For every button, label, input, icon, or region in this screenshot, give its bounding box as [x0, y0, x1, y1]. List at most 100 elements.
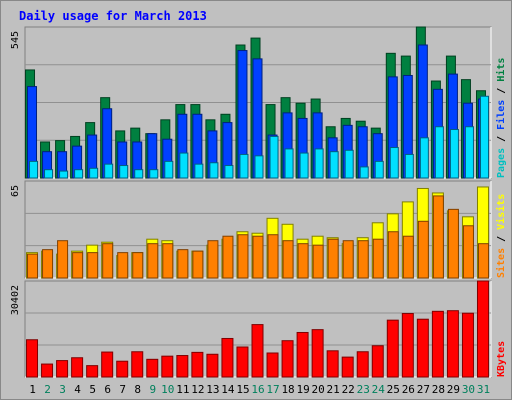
- kbytes-bar: [131, 351, 144, 378]
- pages-bar: [479, 95, 489, 179]
- kbytes-bar: [161, 355, 174, 378]
- pages-bar: [209, 162, 219, 179]
- x-tick-label: 3: [59, 383, 66, 396]
- pages-bar: [389, 147, 399, 179]
- pages-bar: [239, 153, 249, 179]
- sites-bar: [372, 238, 384, 279]
- kbytes-bar: [401, 313, 414, 378]
- y-max-label: 545: [10, 31, 21, 49]
- x-tick-label: 16: [251, 383, 264, 396]
- pages-bar: [149, 169, 159, 179]
- chart-title: Daily usage for March 2013: [19, 9, 207, 23]
- x-tick-label: 2: [44, 383, 51, 396]
- x-tick-label: 7: [119, 383, 126, 396]
- kbytes-bar: [56, 360, 69, 378]
- legend-item-sites: Sites: [495, 248, 507, 278]
- sites-bar: [312, 244, 324, 279]
- kbytes-bar: [416, 318, 429, 378]
- x-tick-label: 9: [149, 383, 156, 396]
- x-tick-label: 29: [447, 383, 460, 396]
- pages-bar: [314, 148, 324, 179]
- pages-bar: [299, 152, 309, 179]
- y-max-label: 30402: [10, 285, 21, 315]
- x-tick-label: 12: [191, 383, 204, 396]
- x-tick-label: 15: [236, 383, 249, 396]
- kbytes-bar: [101, 351, 114, 378]
- pages-bar: [74, 169, 84, 179]
- pages-bar: [29, 160, 39, 179]
- x-tick-label: 30: [462, 383, 475, 396]
- x-tick-label: 5: [89, 383, 96, 396]
- kbytes-bar: [176, 355, 189, 378]
- sites-bar: [387, 231, 399, 279]
- panel-kbytes: 30402 KBytes: [10, 280, 507, 378]
- legend-separator: /: [496, 82, 507, 100]
- x-tick-label: 4: [74, 383, 81, 396]
- kbytes-bar: [41, 363, 54, 378]
- sites-bar: [162, 243, 174, 279]
- kbytes-bar: [446, 310, 459, 378]
- sites-bar: [267, 234, 279, 279]
- pages-bar: [359, 166, 369, 179]
- kbytes-bar: [476, 280, 489, 378]
- kbytes-bar: [431, 310, 444, 378]
- sites-bar: [192, 250, 204, 279]
- legend-item-files: Files: [495, 100, 507, 130]
- legend-item-visits: Visits: [495, 194, 507, 230]
- kbytes-bar: [116, 360, 129, 378]
- x-tick-label: 8: [134, 383, 141, 396]
- sites-bar: [402, 235, 414, 279]
- sites-bar: [102, 243, 114, 279]
- sites-bar: [432, 195, 444, 279]
- pages-bar: [464, 126, 474, 179]
- sites-bar: [417, 220, 429, 279]
- y-max-label: 65: [10, 185, 21, 197]
- kbytes-bar: [326, 350, 339, 378]
- x-tick-label: 10: [161, 383, 174, 396]
- pages-bar: [164, 160, 174, 179]
- sites-bar: [252, 235, 264, 279]
- sites-bar: [327, 238, 339, 279]
- sites-bar: [147, 243, 159, 279]
- pages-bar: [119, 165, 129, 179]
- legend-sites-visits: Sites / Visits: [495, 194, 507, 278]
- sites-bar: [87, 252, 99, 279]
- legend-item-hits: Hits: [495, 58, 507, 82]
- pages-bar: [104, 163, 114, 179]
- x-tick-label: 1: [29, 383, 36, 396]
- kbytes-bar: [341, 356, 354, 378]
- pages-bar: [179, 152, 189, 179]
- pages-bar: [374, 160, 384, 179]
- pages-bar: [194, 163, 204, 179]
- sites-bar: [237, 234, 249, 279]
- kbytes-bar: [71, 357, 84, 378]
- legend-hits-files-pages: Pages / Files / Hits: [495, 58, 507, 178]
- pages-bar: [284, 148, 294, 179]
- sites-bar: [42, 249, 54, 279]
- pages-bar: [449, 129, 459, 179]
- kbytes-bar: [266, 352, 279, 378]
- kbytes-bar: [311, 329, 324, 378]
- sites-bar: [27, 253, 39, 279]
- x-tick-label: 22: [342, 383, 355, 396]
- sites-bar: [297, 243, 309, 279]
- sites-bar: [207, 240, 219, 279]
- kbytes-bar: [206, 353, 219, 378]
- x-tick-label: 31: [477, 383, 490, 396]
- sites-bar: [222, 235, 234, 279]
- sites-bar: [357, 240, 369, 279]
- x-tick-label: 27: [417, 383, 430, 396]
- kbytes-bar: [236, 346, 249, 378]
- panel-hits-files-pages: 545 Pages / Files / Hits: [10, 26, 507, 179]
- sites-bar: [117, 252, 129, 279]
- pages-bar: [254, 155, 264, 179]
- sites-bar: [462, 225, 474, 279]
- pages-bar: [419, 137, 429, 179]
- pages-bar: [89, 167, 99, 179]
- pages-bar: [44, 169, 54, 179]
- x-tick-label: 26: [402, 383, 415, 396]
- x-tick-label: 19: [296, 383, 309, 396]
- sites-bar: [447, 208, 459, 279]
- pages-bar: [344, 149, 354, 179]
